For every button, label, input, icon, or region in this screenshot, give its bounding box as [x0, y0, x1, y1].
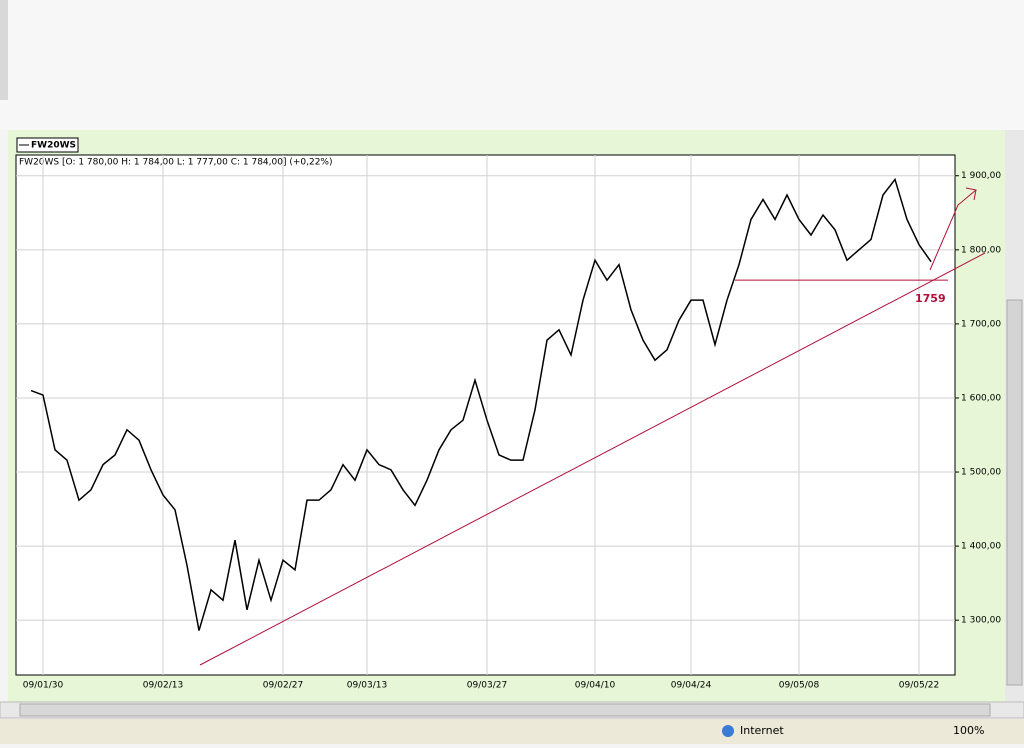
legend-label: FW20WS: [31, 141, 76, 151]
y-tick-label: 1 300,00: [961, 616, 1001, 626]
x-tick-label: 09/02/27: [263, 681, 303, 691]
legend: [16, 137, 79, 153]
y-tick-label: 1 800,00: [961, 245, 1001, 255]
x-tick-label: 09/01/30: [23, 681, 64, 691]
y-tick-label: 1 600,00: [961, 393, 1001, 403]
globe-icon: [722, 725, 734, 737]
ohlc-info: FW20WS [O: 1 780,00 H: 1 784,00 L: 1 777…: [19, 158, 333, 168]
status-bar: [0, 719, 1024, 744]
status-zone: Internet: [740, 724, 784, 737]
price-line: [30, 177, 932, 631]
y-tick-label: 1 700,00: [961, 319, 1001, 329]
zoom-level[interactable]: 100%: [953, 724, 984, 737]
x-tick-label: 09/02/13: [143, 681, 183, 691]
x-tick-label: 09/05/22: [899, 681, 939, 691]
trend-line: [199, 252, 986, 666]
x-tick-label: 09/04/24: [671, 681, 712, 691]
h-scroll-thumb[interactable]: [19, 703, 991, 717]
y-tick-label: 1 500,00: [961, 468, 1001, 478]
x-tick-label: 09/03/13: [347, 681, 387, 691]
support-label: 1759: [915, 292, 946, 305]
top-area: [0, 0, 1024, 130]
y-tick-label: 1 900,00: [961, 171, 1001, 181]
target-arrow: [929, 189, 977, 271]
x-tick-label: 09/04/10: [575, 681, 616, 691]
arrow-head: [965, 187, 977, 201]
v-scroll-thumb[interactable]: [1006, 299, 1023, 686]
x-tick-label: 09/05/08: [779, 681, 820, 691]
y-tick-label: 1 400,00: [961, 542, 1001, 552]
x-tick-label: 09/03/27: [467, 681, 507, 691]
left-edge: [0, 0, 8, 100]
